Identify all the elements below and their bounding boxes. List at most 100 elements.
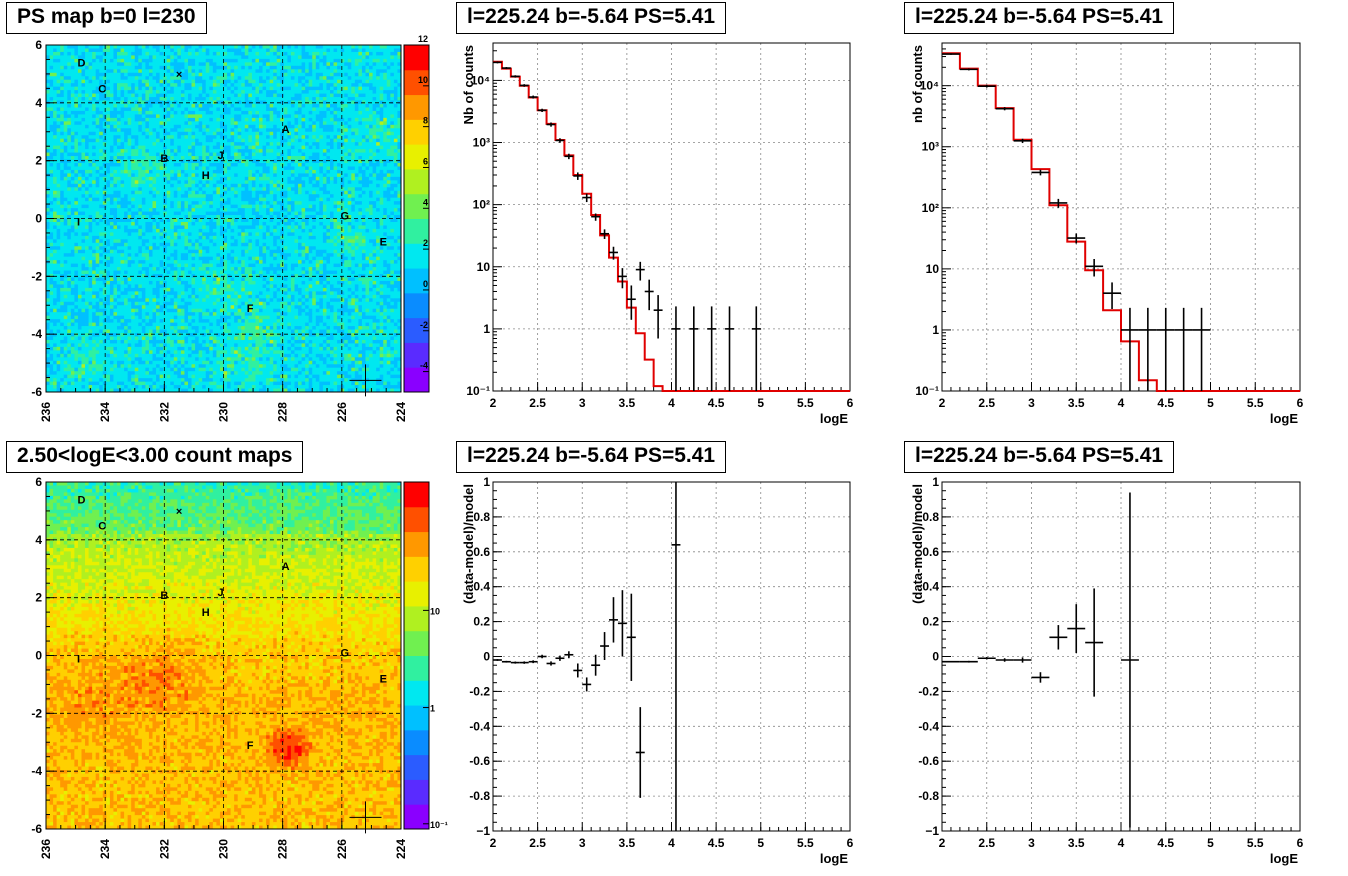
resid2-xtick-label: 4.5 [1157, 836, 1174, 850]
map2-colorbar-label: 10 [430, 606, 440, 616]
map1-colorbar [404, 45, 429, 393]
map1-xtick-label: 226 [335, 402, 349, 422]
resid1-xtick-label: 3.5 [619, 836, 636, 850]
spec1-ylabel: Nb of counts [461, 45, 476, 124]
map1-marker-x: × [176, 69, 182, 81]
map2-xtick-label: 228 [276, 839, 290, 859]
spec2-xtick-label: 5.5 [1247, 396, 1264, 410]
map2-ytick-label: -4 [31, 764, 42, 778]
resid2-ytick-label: -0.8 [918, 789, 939, 803]
resid1-ytick-label: 0 [483, 650, 490, 664]
map1-source-label: H [202, 170, 210, 182]
map2-colorbar [404, 482, 429, 830]
map2-source-label: H [202, 607, 210, 619]
resid1-xtick-label: 6 [847, 836, 854, 850]
spec2-ytick-label: 10 [926, 262, 940, 276]
map2-xtick-label: 224 [394, 839, 408, 859]
spec2-xtick-label: 4 [1118, 396, 1125, 410]
resid2-ytick-label: 0.2 [922, 615, 939, 629]
map1-source-label: I [77, 216, 80, 228]
map1-xtick-label: 236 [39, 402, 53, 422]
resid1-ytick-label: 1 [483, 475, 490, 489]
resid1-ytick-label: -0.4 [469, 719, 490, 733]
map1-xtick-label: 232 [157, 402, 171, 422]
map2-source-label: E [380, 674, 387, 686]
map2-colorbar-label: 10⁻¹ [430, 820, 448, 830]
spec1-xtick-label: 3 [579, 396, 586, 410]
spec1-ytick-label: 10⁴ [471, 73, 490, 87]
map2-source-label: A [282, 561, 290, 573]
resid1-xtick-label: 4.5 [708, 836, 725, 850]
map1-source-label: C [98, 83, 106, 95]
map2-marker-x: × [176, 506, 182, 518]
map2-source-label: C [98, 520, 106, 532]
resid2-ytick-label: 1 [932, 475, 939, 489]
map1-colorbar-label: -4 [420, 361, 428, 371]
map1-source-label: J [217, 150, 223, 162]
resid2-ytick-label: 0.6 [922, 545, 939, 559]
resid1-ytick-label: 0.4 [473, 580, 490, 594]
resid2-xtick-label: 3 [1028, 836, 1035, 850]
map1-colorbar-label: 10 [418, 75, 428, 85]
resid1-ytick-label: -0.2 [469, 684, 490, 698]
spec1-xtick-label: 3.5 [619, 396, 636, 410]
map2-heatmap [46, 482, 402, 830]
resid2-xtick-label: 6 [1297, 836, 1304, 850]
resid2-title: l=225.24 b=-5.64 PS=5.41 [904, 441, 1175, 473]
spec2-xtick-label: 3 [1028, 396, 1035, 410]
map1-colorbar-label: 6 [423, 156, 428, 166]
resid1-xlabel: logE [820, 851, 848, 866]
resid1-xtick-label: 5.5 [797, 836, 814, 850]
map2-colorbar-frame [403, 481, 430, 830]
map2-ytick-label: 2 [35, 591, 42, 605]
map2-xtick-label: 234 [98, 839, 112, 859]
spec2-xtick-label: 4.5 [1157, 396, 1174, 410]
spec2-xtick-label: 2.5 [978, 396, 995, 410]
map1-source-label: F [247, 303, 254, 315]
spec2-ytick-label: 1 [932, 323, 939, 337]
resid1-xtick-label: 3 [579, 836, 586, 850]
resid2-ytick-label: 0 [932, 650, 939, 664]
resid1-ytick-label: -0.8 [469, 789, 490, 803]
spec1-ytick-label: 10 [477, 260, 491, 274]
spec2-model-line [942, 52, 1300, 392]
map1-xtick-label: 230 [217, 402, 231, 422]
map1-colorbar-label: 0 [423, 279, 428, 289]
resid1-ytick-label: −1 [476, 824, 490, 838]
spec1-xlabel: logE [820, 411, 848, 426]
spec1-title: l=225.24 b=-5.64 PS=5.41 [456, 2, 727, 34]
map1-ytick-label: 0 [35, 212, 42, 226]
map2-xtick-label: 232 [157, 839, 171, 859]
map1-colorbar-label: 2 [423, 238, 428, 248]
map2-title: 2.50<logE<3.00 count maps [6, 441, 304, 473]
resid1-title: l=225.24 b=-5.64 PS=5.41 [456, 441, 727, 473]
spec1-ytick-label: 10³ [473, 136, 490, 150]
spec1-model-line [493, 60, 850, 392]
resid1-ytick-label: -0.6 [469, 754, 490, 768]
resid2-xtick-label: 3.5 [1068, 836, 1085, 850]
map1-source-label: D [78, 57, 86, 69]
resid2-xtick-label: 4 [1118, 836, 1125, 850]
spec1-xtick-label: 4 [668, 396, 675, 410]
map1-source-label: G [341, 211, 350, 223]
map2-xtick-label: 236 [39, 839, 53, 859]
map1-colorbar-frame [403, 44, 430, 393]
spec1-xtick-label: 2.5 [529, 396, 546, 410]
resid2-ytick-label: 0.8 [922, 510, 939, 524]
map2-source-label: B [160, 590, 168, 602]
map1-ytick-label: -4 [31, 327, 42, 341]
map1-colorbar-label: 12 [418, 34, 428, 44]
map2-source-label: I [77, 653, 80, 665]
map2-ytick-label: -6 [31, 822, 42, 836]
resid2-xlabel: logE [1270, 851, 1298, 866]
map1-ytick-label: -6 [31, 385, 42, 399]
resid2-xtick-label: 2 [939, 836, 946, 850]
spec1-xtick-label: 5.5 [797, 396, 814, 410]
map1-ytick-label: 2 [35, 154, 42, 168]
map1-heatmap [46, 45, 402, 393]
spec2-xtick-label: 5 [1207, 396, 1214, 410]
map2-source-label: J [217, 587, 223, 599]
map1-title: PS map b=0 l=230 [6, 2, 207, 34]
spec1-ytick-label: 1 [483, 322, 490, 336]
resid1-ytick-label: 0.2 [473, 615, 490, 629]
